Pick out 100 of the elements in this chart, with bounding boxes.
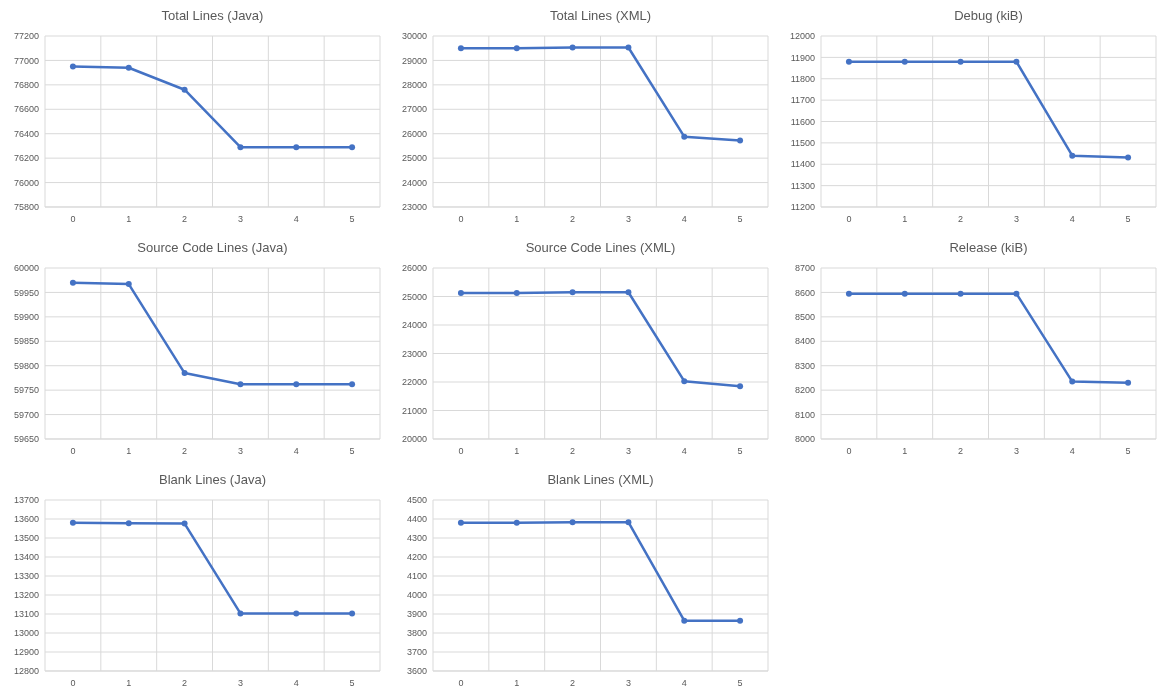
x-tick-label: 5 bbox=[1125, 446, 1131, 456]
y-tick-label: 76200 bbox=[13, 153, 39, 164]
x-tick-label: 2 bbox=[570, 446, 576, 456]
point bbox=[625, 289, 632, 296]
point bbox=[1125, 154, 1132, 161]
point bbox=[569, 289, 576, 296]
x-tick-label: 1 bbox=[126, 446, 132, 456]
y-tick-label: 77200 bbox=[13, 31, 39, 42]
chart-title: Source Code Lines (Java) bbox=[137, 240, 288, 255]
y-tick-label: 76600 bbox=[13, 104, 39, 115]
y-tick-label: 4500 bbox=[406, 495, 427, 506]
y-tick-label: 13500 bbox=[13, 533, 39, 544]
point bbox=[625, 519, 632, 526]
point bbox=[1125, 379, 1132, 386]
y-tick-label: 11900 bbox=[790, 52, 815, 63]
y-tick-label: 13600 bbox=[13, 514, 39, 525]
chart-title: Blank Lines (XML) bbox=[547, 472, 654, 487]
y-tick-label: 11400 bbox=[790, 159, 815, 170]
chart-title: Debug (kiB) bbox=[954, 8, 1023, 23]
point bbox=[349, 610, 356, 617]
y-tick-label: 13700 bbox=[13, 495, 39, 506]
y-tick-label: 29000 bbox=[401, 55, 427, 66]
y-tick-label: 4300 bbox=[406, 533, 427, 544]
y-tick-label: 3800 bbox=[406, 628, 427, 639]
x-tick-label: 1 bbox=[514, 214, 520, 224]
chart-title: Release (kiB) bbox=[949, 240, 1028, 255]
y-tick-label: 59750 bbox=[13, 385, 39, 396]
y-tick-label: 20000 bbox=[401, 434, 427, 445]
x-tick-label: 0 bbox=[70, 446, 76, 456]
x-tick-label: 5 bbox=[1125, 214, 1131, 224]
y-tick-label: 13100 bbox=[13, 609, 39, 620]
x-tick-label: 0 bbox=[846, 446, 852, 456]
point bbox=[737, 137, 744, 144]
x-tick-label: 5 bbox=[349, 678, 355, 688]
y-tick-label: 59650 bbox=[13, 434, 39, 445]
x-tick-label: 0 bbox=[458, 678, 464, 688]
point bbox=[69, 63, 76, 70]
y-tick-label: 4200 bbox=[406, 552, 427, 563]
point bbox=[125, 520, 132, 527]
y-tick-label: 27000 bbox=[401, 104, 427, 115]
point bbox=[1013, 290, 1020, 297]
y-tick-label: 12000 bbox=[789, 31, 815, 42]
x-tick-label: 2 bbox=[182, 214, 188, 224]
y-tick-label: 8500 bbox=[794, 312, 815, 323]
chart-title: Source Code Lines (XML) bbox=[525, 240, 676, 255]
point bbox=[125, 64, 132, 71]
y-tick-label: 12900 bbox=[13, 647, 39, 658]
x-tick-label: 4 bbox=[293, 214, 299, 224]
point bbox=[1013, 58, 1020, 65]
chart-title: Blank Lines (Java) bbox=[159, 472, 266, 487]
x-tick-label: 4 bbox=[293, 446, 299, 456]
x-tick-label: 4 bbox=[1069, 214, 1075, 224]
x-tick-label: 4 bbox=[681, 446, 687, 456]
x-tick-label: 2 bbox=[182, 678, 188, 688]
point bbox=[181, 86, 188, 93]
y-tick-label: 24000 bbox=[401, 177, 427, 188]
y-tick-label: 4000 bbox=[406, 590, 427, 601]
y-tick-label: 11200 bbox=[790, 202, 815, 213]
y-tick-label: 59700 bbox=[13, 409, 39, 420]
y-tick-label: 8000 bbox=[794, 434, 815, 445]
x-tick-label: 2 bbox=[182, 446, 188, 456]
y-tick-label: 13400 bbox=[13, 552, 39, 563]
point bbox=[957, 290, 964, 297]
x-tick-label: 5 bbox=[349, 214, 355, 224]
x-tick-label: 3 bbox=[1013, 214, 1019, 224]
point bbox=[513, 290, 520, 297]
x-tick-label: 4 bbox=[681, 214, 687, 224]
point bbox=[69, 279, 76, 286]
point bbox=[737, 617, 744, 624]
point bbox=[237, 610, 244, 617]
x-tick-label: 1 bbox=[126, 214, 132, 224]
y-tick-label: 3900 bbox=[406, 609, 427, 620]
point bbox=[457, 290, 464, 297]
point bbox=[901, 290, 908, 297]
y-tick-label: 11800 bbox=[790, 73, 815, 84]
y-tick-label: 30000 bbox=[401, 31, 427, 42]
point bbox=[569, 44, 576, 51]
x-tick-label: 5 bbox=[349, 446, 355, 456]
point bbox=[625, 44, 632, 51]
y-tick-label: 59900 bbox=[13, 312, 39, 323]
y-tick-label: 8300 bbox=[794, 360, 815, 371]
point bbox=[125, 281, 132, 288]
point bbox=[513, 45, 520, 52]
point bbox=[845, 58, 852, 65]
y-tick-label: 8100 bbox=[794, 409, 815, 420]
x-tick-label: 4 bbox=[1069, 446, 1075, 456]
x-tick-label: 0 bbox=[846, 214, 852, 224]
y-tick-label: 8400 bbox=[794, 336, 815, 347]
y-tick-label: 76400 bbox=[13, 128, 39, 139]
x-tick-label: 3 bbox=[237, 446, 243, 456]
y-tick-label: 59950 bbox=[13, 287, 39, 298]
point bbox=[349, 381, 356, 388]
y-tick-label: 76000 bbox=[13, 177, 39, 188]
y-tick-label: 8700 bbox=[794, 263, 815, 274]
x-tick-label: 4 bbox=[293, 678, 299, 688]
y-tick-label: 13300 bbox=[13, 571, 39, 582]
point bbox=[293, 610, 300, 617]
y-tick-label: 11600 bbox=[790, 116, 815, 127]
y-tick-label: 3600 bbox=[406, 666, 427, 677]
x-tick-label: 0 bbox=[458, 446, 464, 456]
